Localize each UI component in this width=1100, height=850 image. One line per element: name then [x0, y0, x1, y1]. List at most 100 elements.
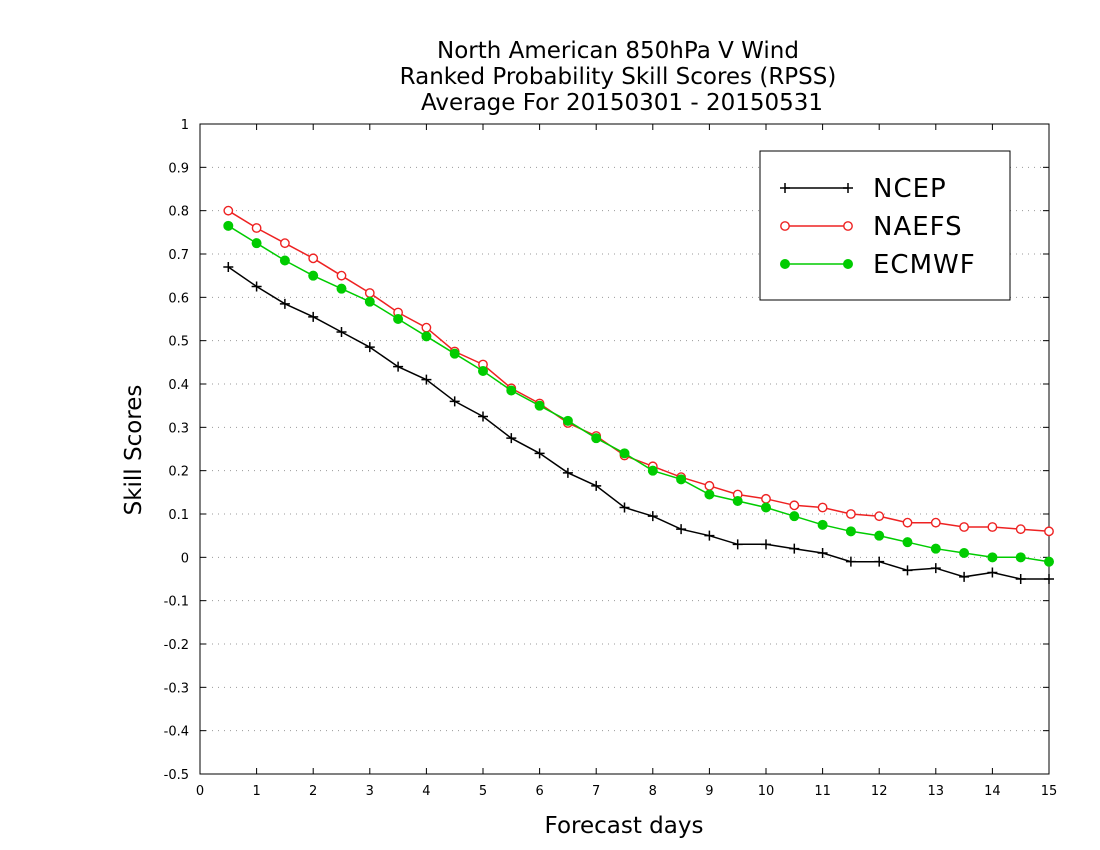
legend-entry-ncep: NCEP — [780, 174, 946, 204]
data-point — [676, 524, 687, 535]
data-point — [279, 255, 290, 266]
data-point — [251, 281, 262, 292]
chart-title: North American 850hPa V Wind Ranked Prob… — [400, 38, 837, 116]
data-point — [732, 496, 743, 506]
data-point — [930, 543, 941, 554]
legend-marker — [843, 221, 853, 231]
legend: NCEP NAEFS ECMWF — [759, 150, 1011, 301]
y-axis-label: Skill Scores — [121, 385, 147, 516]
y-tick-label: -0.1 — [164, 595, 189, 610]
x-tick-label: 11 — [814, 784, 831, 799]
data-point — [562, 415, 573, 426]
data-point — [619, 448, 630, 459]
data-point — [562, 467, 573, 478]
data-point — [336, 327, 347, 337]
data-point — [987, 567, 998, 578]
data-point — [846, 509, 856, 519]
y-tick-label: 0.7 — [168, 248, 189, 263]
data-point — [308, 253, 319, 264]
data-point — [223, 262, 234, 272]
x-tick-label: 8 — [649, 784, 657, 799]
y-tick-label: 0.1 — [168, 508, 189, 523]
data-point — [959, 548, 970, 558]
data-point — [449, 348, 460, 359]
y-tick-label: 0.8 — [168, 205, 189, 220]
y-tick-label: 0.6 — [168, 291, 189, 306]
data-point — [279, 238, 290, 249]
chart-title-line-1: North American 850hPa V Wind — [437, 38, 799, 64]
data-point — [817, 548, 828, 558]
data-point — [478, 366, 488, 376]
data-point — [732, 539, 743, 550]
data-point — [251, 238, 262, 249]
data-point — [902, 537, 913, 548]
data-point — [959, 522, 969, 532]
x-tick-label: 5 — [479, 784, 487, 799]
data-point — [874, 511, 885, 522]
y-tick-label: -0.5 — [164, 768, 189, 783]
data-point — [1044, 556, 1054, 567]
series-layer — [223, 205, 1054, 584]
data-point — [902, 565, 913, 576]
data-point — [987, 552, 998, 563]
x-tick-label: 9 — [705, 784, 713, 799]
data-point — [817, 502, 828, 513]
chart-title-line-3: Average For 20150301 - 20150531 — [421, 90, 823, 116]
data-point — [1015, 524, 1026, 535]
y-tick-label: 0.5 — [168, 335, 189, 350]
data-point — [704, 489, 715, 500]
legend-marker — [843, 183, 853, 193]
data-point — [1015, 552, 1026, 563]
data-point — [506, 385, 517, 396]
data-point — [704, 480, 715, 491]
data-point — [789, 511, 800, 522]
x-tick-label: 10 — [758, 784, 775, 799]
data-point — [647, 511, 658, 522]
data-point — [364, 342, 375, 353]
series-ncep — [223, 262, 1054, 584]
x-tick-label: 2 — [309, 784, 317, 799]
y-tick-label: 0.2 — [168, 465, 189, 480]
data-point — [987, 522, 998, 532]
data-point — [874, 556, 885, 567]
data-point — [619, 502, 630, 513]
data-point — [364, 296, 375, 307]
x-tick-label: 0 — [196, 784, 204, 799]
series-line-ncep — [227, 266, 1049, 580]
data-point — [591, 480, 602, 491]
data-point — [704, 530, 715, 541]
legend-marker — [780, 183, 790, 193]
legend-marker — [843, 259, 853, 269]
x-tick-label: 15 — [1041, 784, 1058, 799]
data-point — [761, 493, 771, 504]
data-point — [308, 311, 319, 322]
data-point — [845, 526, 856, 537]
plot-frame — [199, 123, 1050, 775]
x-tick-label: 12 — [871, 784, 888, 799]
y-tick-label: 0.3 — [168, 421, 189, 436]
data-point — [817, 519, 828, 530]
legend-entry-ecmwf: ECMWF — [780, 250, 975, 280]
y-tick-label: 0.4 — [168, 378, 189, 393]
data-point — [1044, 574, 1054, 584]
y-tick-label: 1 — [181, 118, 189, 133]
data-point — [336, 283, 347, 294]
data-point — [930, 517, 941, 528]
data-point — [251, 223, 262, 233]
data-point — [789, 500, 800, 511]
y-tick-label: 0 — [181, 551, 189, 566]
data-point — [761, 539, 771, 550]
data-point — [279, 298, 290, 309]
x-tick-label: 4 — [422, 784, 430, 799]
y-tick-label: -0.4 — [164, 725, 189, 740]
data-point — [676, 474, 687, 485]
x-tick-label: 7 — [592, 784, 600, 799]
data-point — [1044, 526, 1054, 537]
data-point — [534, 448, 545, 459]
data-point — [223, 220, 234, 231]
data-point — [393, 361, 404, 372]
data-point — [761, 502, 771, 513]
x-tick-label: 14 — [984, 784, 1001, 799]
data-point — [959, 571, 970, 582]
